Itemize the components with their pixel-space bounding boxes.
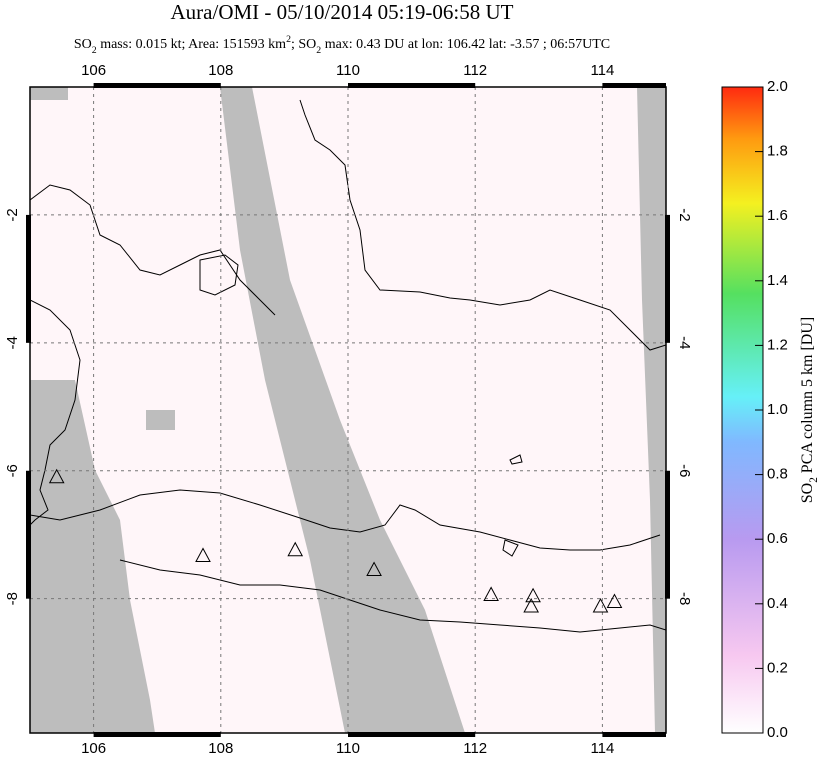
text-part: 2: [286, 34, 291, 45]
colorbar-tick-label: 0.0: [767, 724, 788, 741]
text-part: PCA column 5 km [DU]: [799, 317, 816, 477]
x-tick-label: 112: [463, 740, 487, 757]
x-tick-label: 110: [336, 62, 360, 79]
colorbar-label: SO2 PCA column 5 km [DU]: [799, 317, 820, 504]
frame-bar: [26, 470, 31, 599]
frame-bar: [665, 214, 670, 343]
x-tick-label: 110: [336, 740, 360, 757]
map-area: [30, 87, 666, 733]
volcano: [366, 561, 382, 577]
volcano: [592, 597, 609, 613]
text-part: 2: [808, 477, 820, 483]
colorbar-axis: 0.0 0.2 0.4 0.6 0.8 1.0 1.2 1.4 1.6 1.8 2.0: [755, 78, 788, 741]
x-tick-label: 108: [208, 62, 233, 79]
map-axes: 106 106 108 108 110 110 112 112 114 114 -2 -2 -4 -4 -6…: [4, 62, 693, 757]
y-tick-label: -6: [676, 464, 693, 477]
y-tick-label: -2: [676, 208, 693, 221]
title: Aura/OMI - 05/10/2014 05:19-06:58 UT: [171, 0, 514, 24]
frame-bar: [93, 732, 221, 737]
text-part: SO: [74, 37, 92, 52]
frame-bar: [26, 214, 31, 343]
y-tick-label: -8: [676, 592, 693, 605]
y-tick-label: -6: [4, 464, 21, 477]
y-tick-label: -4: [4, 336, 21, 349]
frame-bar: [93, 83, 221, 88]
volcano: [483, 586, 499, 601]
coastline: [30, 489, 666, 633]
colorbar-tick-label: 1.0: [767, 401, 788, 418]
volcano: [195, 547, 211, 562]
volcano: [606, 593, 623, 609]
frame-bar: [665, 470, 670, 599]
x-tick-label: 106: [81, 62, 106, 79]
colorbar-tick-label: 1.8: [767, 143, 788, 160]
colorbar-tick-label: 0.2: [767, 659, 788, 676]
volcano: [523, 597, 540, 613]
volcano: [287, 541, 304, 557]
grid: [30, 87, 666, 733]
no-data: [220, 87, 465, 733]
text-part: 2: [92, 45, 97, 56]
frame-bar: [348, 83, 476, 88]
frame-bar: [602, 83, 666, 88]
x-tick-label: 114: [590, 62, 614, 79]
colorbar-tick-label: 1.2: [767, 336, 788, 353]
x-tick-label: 114: [590, 740, 614, 757]
colorbar-tick-label: 2.0: [767, 78, 788, 95]
frame-bar: [348, 732, 476, 737]
x-tick-label: 112: [463, 62, 487, 79]
volcanoes: [48, 468, 623, 613]
x-tick-label: 106: [81, 740, 106, 757]
text-part: 2: [316, 45, 321, 56]
colorbar-tick-label: 1.6: [767, 207, 788, 224]
frame-bar: [602, 732, 666, 737]
x-tick-label: 108: [208, 740, 233, 757]
colorbar-tick-label: 1.4: [767, 272, 788, 289]
subtitle: SO2 mass: 0.015 kt; Area: 151593 km2; SO…: [74, 34, 610, 56]
colorbar-tick-label: 0.6: [767, 530, 788, 547]
coastline: [299, 99, 666, 351]
y-tick-label: -8: [4, 592, 21, 605]
coastline: [199, 254, 523, 557]
text-part: SO: [799, 483, 816, 503]
y-tick-label: -2: [4, 208, 21, 221]
colorbar-tick-label: 0.8: [767, 466, 788, 483]
no-data: [637, 87, 666, 733]
colorbar-tick-label: 0.4: [767, 595, 788, 612]
text-part: ; SO: [291, 37, 316, 52]
no-data: [30, 380, 155, 733]
no-data: [30, 87, 68, 100]
no-data: [146, 410, 175, 430]
volcano: [48, 468, 65, 484]
text-part: max: 0.43 DU at lon: 106.42 lat: -3.57 ;…: [321, 37, 610, 52]
text-part: mass: 0.015 kt; Area: 151593 km: [97, 37, 286, 52]
y-tick-label: -4: [676, 336, 693, 349]
